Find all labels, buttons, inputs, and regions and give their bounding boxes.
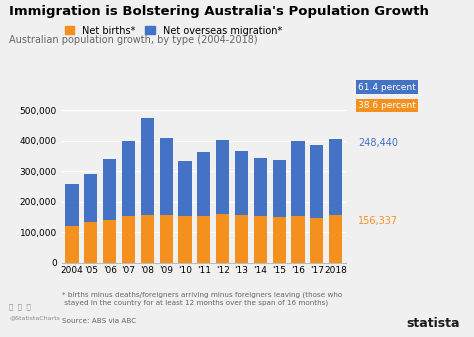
Bar: [216, 140, 229, 214]
Bar: [273, 160, 286, 217]
Bar: [160, 138, 173, 215]
Text: @StatistaCharts: @StatistaCharts: [9, 315, 60, 320]
Text: 38.6 percent: 38.6 percent: [358, 101, 416, 110]
Bar: [178, 216, 191, 263]
Text: * births minus deaths/foreigners arriving minus foreigners leaving (those who
 s: * births minus deaths/foreigners arrivin…: [62, 292, 342, 306]
Bar: [103, 220, 116, 263]
Bar: [197, 216, 210, 263]
Text: statista: statista: [406, 317, 460, 330]
Text: 61.4 percent: 61.4 percent: [358, 83, 416, 92]
Bar: [122, 216, 135, 263]
Bar: [292, 142, 305, 216]
Bar: [197, 152, 210, 216]
Bar: [329, 215, 342, 263]
Bar: [178, 161, 191, 216]
Text: 248,440: 248,440: [358, 138, 398, 148]
Bar: [65, 226, 79, 263]
Bar: [160, 215, 173, 263]
Bar: [84, 174, 97, 222]
Text: Ⓒ  ⓘ  Ⓒ: Ⓒ ⓘ Ⓒ: [9, 303, 31, 310]
Bar: [141, 119, 154, 215]
Bar: [273, 217, 286, 263]
Bar: [235, 151, 248, 215]
Bar: [329, 139, 342, 215]
Bar: [310, 145, 323, 218]
Bar: [310, 218, 323, 263]
Bar: [292, 216, 305, 263]
Bar: [216, 214, 229, 263]
Bar: [103, 159, 116, 220]
Text: Immigration is Bolstering Australia's Population Growth: Immigration is Bolstering Australia's Po…: [9, 5, 429, 18]
Bar: [254, 158, 267, 216]
Bar: [122, 141, 135, 216]
Text: 156,337: 156,337: [358, 216, 398, 226]
Bar: [84, 222, 97, 263]
Bar: [141, 215, 154, 263]
Bar: [65, 184, 79, 226]
Bar: [235, 215, 248, 263]
Text: Source: ABS via ABC: Source: ABS via ABC: [62, 318, 136, 325]
Bar: [254, 216, 267, 263]
Legend: Net births*, Net overseas migration*: Net births*, Net overseas migration*: [61, 22, 286, 40]
Text: Australian population growth, by type (2004-2018): Australian population growth, by type (2…: [9, 35, 258, 45]
